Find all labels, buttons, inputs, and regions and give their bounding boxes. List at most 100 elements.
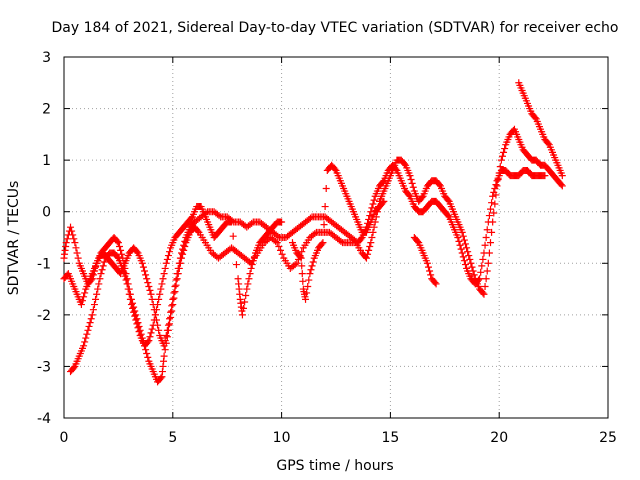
data-point [406,172,414,180]
x-axis-label: GPS time / hours [276,458,393,474]
data-point [541,172,549,180]
data-point [73,249,81,257]
data-point [248,261,256,269]
data-point [392,165,400,173]
data-point [120,268,128,276]
data-point [468,263,476,271]
data-point [154,301,162,309]
data-point [291,261,299,269]
x-tick-label: 10 [273,430,291,446]
data-point [498,152,506,160]
data-point [423,259,431,267]
data-point [94,285,102,293]
data-point [318,240,326,248]
data-point [418,194,426,202]
data-point [296,253,304,261]
data-point [148,325,156,333]
data-point [304,282,312,290]
data-point [151,311,159,319]
data-point [461,261,469,269]
data-point [480,290,488,298]
data-point [241,298,249,306]
data-point [231,246,239,254]
data-point [155,295,163,303]
data-point [466,255,474,263]
data-point [337,237,345,245]
data-point [245,275,253,283]
data-point [456,241,464,249]
series-track-b [60,161,549,350]
data-point [482,275,490,283]
data-point [163,333,171,341]
data-point [144,279,152,287]
data-point [293,259,301,267]
data-point [88,311,96,319]
data-point [465,252,473,260]
data-point [492,181,500,189]
data-point [123,280,131,288]
data-point [80,293,88,301]
data-point [131,312,139,320]
y-tick-label: -4 [37,411,51,427]
data-point [162,259,170,267]
data-point [531,114,539,122]
data-point [459,232,467,240]
chart-title: Day 184 of 2021, Sidereal Day-to-day VTE… [52,20,619,36]
data-point [557,181,565,189]
data-point [83,330,91,338]
data-point [380,197,388,205]
data-point [194,227,202,235]
data-point [250,253,258,261]
data-point [302,295,310,303]
data-point [306,270,314,278]
data-point [500,148,508,156]
data-point [118,250,126,258]
data-point [242,292,250,300]
data-point [478,262,486,270]
data-point [168,302,176,310]
data-point [149,321,157,329]
data-point [135,328,143,336]
data-point [414,237,422,245]
data-point [161,337,169,345]
data-point [143,350,151,358]
data-point [366,212,374,220]
data-point [331,165,339,173]
data-point [444,196,452,204]
data-point [121,272,129,280]
data-point [485,212,493,220]
data-point [157,285,165,293]
data-point [497,156,505,164]
x-tick-label: 15 [381,430,399,446]
x-tick-label: 25 [599,430,617,446]
data-point [368,204,376,212]
data-point [232,261,240,269]
data-point [307,266,315,274]
data-point [249,257,257,265]
data-point [490,188,498,196]
data-point [273,239,281,247]
data-point [247,264,255,272]
data-point [489,192,497,200]
data-point [367,239,375,247]
data-point [215,212,223,220]
data-point [70,235,78,243]
data-point [405,191,413,199]
data-point [482,234,490,241]
data-point [444,212,452,220]
data-point [169,295,177,303]
data-point [243,285,251,293]
data-point [71,239,79,247]
data-point [160,270,168,278]
data-point [63,235,71,243]
data-point [146,333,154,341]
data-point [152,306,160,314]
data-point [311,230,319,238]
data-point [145,282,153,290]
data-point [97,270,105,278]
data-point [68,227,76,235]
data-point [89,306,97,314]
data-point [229,232,237,240]
data-point [180,241,188,249]
